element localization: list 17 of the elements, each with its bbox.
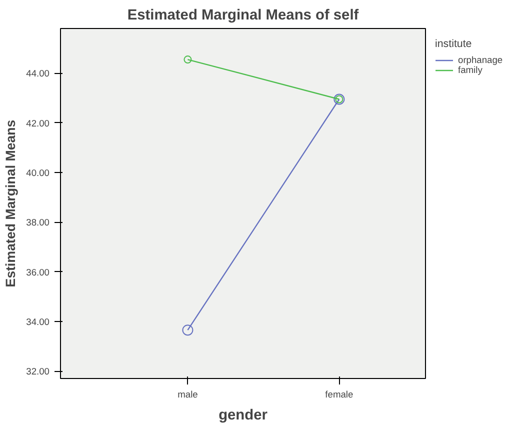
x-axis-title: gender: [218, 408, 268, 424]
x-tick-label: male: [178, 390, 198, 400]
point: [184, 56, 192, 64]
y-axis-title: Estimated Marginal Means: [3, 120, 18, 288]
point: [182, 324, 194, 336]
legend-title: institute: [435, 38, 473, 50]
y-tick-label: 36.00: [26, 267, 50, 278]
legend-label: family: [458, 65, 482, 75]
legend-label: orphanage: [458, 55, 503, 65]
y-tick-label: 42.00: [26, 118, 50, 128]
x-tick-label: female: [325, 390, 354, 400]
y-tick-label: 40.00: [26, 168, 50, 178]
chart-title: Estimated Marginal Means of self: [127, 8, 359, 24]
y-tick-label: 38.00: [26, 218, 50, 228]
y-tick-label: 44.00: [26, 68, 50, 79]
y-tick-label: 32.00: [26, 366, 50, 377]
y-tick-label: 34.00: [26, 316, 50, 327]
